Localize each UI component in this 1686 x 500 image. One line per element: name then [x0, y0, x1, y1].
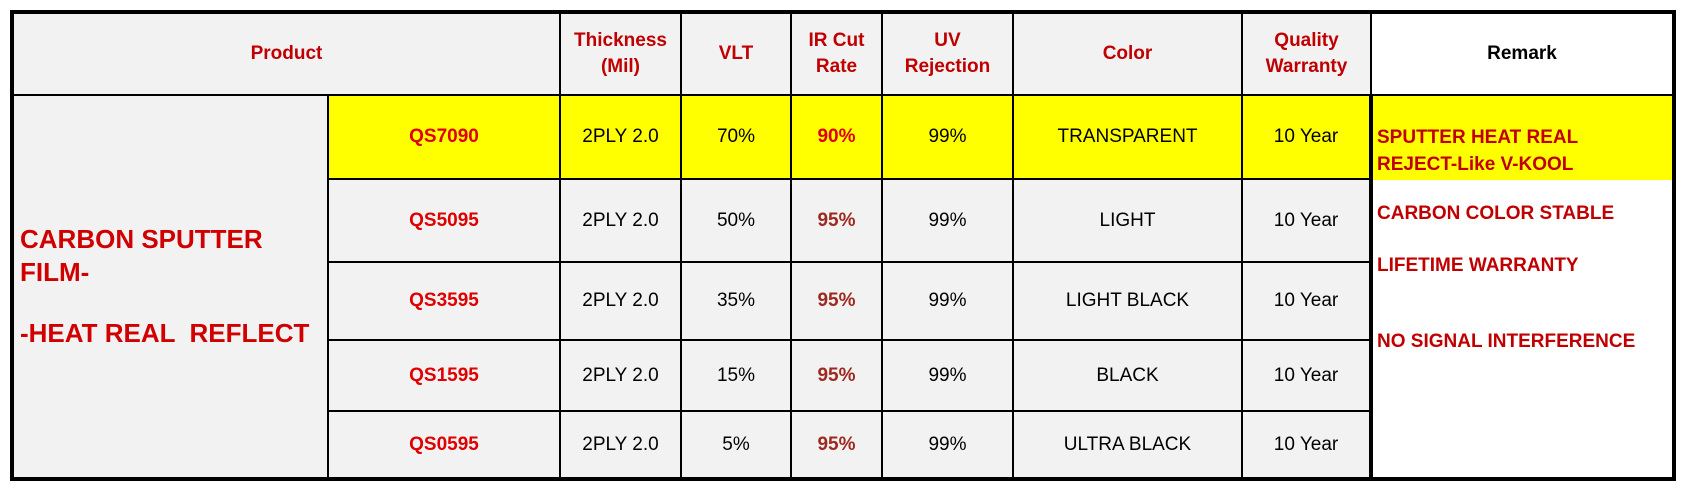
product-code: QS3595: [327, 261, 561, 341]
remark-text: CARBON COLOR STABLE: [1377, 203, 1615, 224]
header-text: (Mil): [600, 56, 641, 77]
group-text: CARBON SPUTTER: [20, 224, 263, 254]
cell: 10 Year: [1241, 339, 1372, 412]
cell: 2PLY 2.0: [559, 410, 682, 480]
header-text: Product: [250, 43, 323, 64]
cell: 10 Year: [1241, 410, 1372, 480]
header-text: UV: [934, 30, 961, 51]
product-row: QS5095 2PLY 2.0 50% 95% 99% LIGHT 10 Year: [12, 178, 1674, 263]
header-text: Remark: [1487, 43, 1557, 64]
header-text: Rate: [815, 56, 858, 77]
cell: 90%: [790, 94, 883, 180]
cell: 95%: [790, 339, 883, 412]
cell: 99%: [881, 178, 1014, 263]
group-label: CARBON SPUTTER FILM- -HEAT REAL REFLECT: [11, 94, 329, 480]
cell: 35%: [680, 261, 792, 341]
remark: SPUTTER HEAT REAL REJECT-Like V-KOOL: [1377, 124, 1578, 178]
cell: 2PLY 2.0: [559, 339, 682, 412]
product-code: QS1595: [327, 339, 561, 412]
cell: 15%: [680, 339, 792, 412]
header-cell: UV Rejection: [881, 11, 1014, 96]
cell: 10 Year: [1241, 178, 1372, 263]
product-code: QS5095: [327, 178, 561, 263]
header-cell: Remark: [1370, 11, 1675, 96]
cell: 70%: [680, 94, 792, 180]
cell: 5%: [680, 410, 792, 480]
cell: 95%: [790, 178, 883, 263]
remark-text: NO SIGNAL INTERFERENCE: [1377, 331, 1636, 352]
header-cell: VLT: [680, 11, 792, 96]
table: Product Thickness (Mil) VLT IR Cut Rate UV Reje…: [10, 10, 1676, 481]
cell: LIGHT: [1012, 178, 1243, 263]
cell: 95%: [790, 261, 883, 341]
product-row: QS3595 2PLY 2.0 35% 95% 99% LIGHT BLACK 10 Yea…: [12, 261, 1674, 341]
header-cell: Thickness (Mil): [559, 11, 682, 96]
group-text: FILM-: [20, 257, 90, 287]
header-text: Quality: [1274, 30, 1339, 51]
remark-text: LIFETIME WARRANTY: [1377, 255, 1579, 276]
header-text: IR Cut: [808, 30, 865, 51]
product-row: QS1595 2PLY 2.0 15% 95% 99% BLACK 10 Year: [12, 339, 1674, 412]
product-code: QS0595: [327, 410, 561, 480]
remark: CARBON COLOR STABLE: [1377, 200, 1614, 227]
header-cell: IR Cut Rate: [790, 11, 883, 96]
header-row: Product Thickness (Mil) VLT IR Cut Rate UV Reje…: [11, 11, 1675, 96]
header-text: Thickness: [574, 30, 667, 51]
header-cell: Quality Warranty: [1241, 11, 1372, 96]
remark-text: REJECT-Like V-KOOL: [1377, 154, 1574, 175]
cell: 2PLY 2.0: [559, 178, 682, 263]
group-text: -HEAT REAL REFLECT: [20, 318, 310, 348]
cell: 10 Year: [1241, 94, 1372, 180]
header-cell: Product: [11, 11, 561, 96]
cell: ULTRA BLACK: [1012, 410, 1243, 480]
remark: LIFETIME WARRANTY: [1377, 252, 1579, 279]
cell: 99%: [881, 261, 1014, 341]
cell: 2PLY 2.0: [559, 261, 682, 341]
remark-text: SPUTTER HEAT REAL: [1377, 127, 1579, 148]
product-code: QS7090: [327, 94, 561, 180]
product-row: QS0595 2PLY 2.0 5% 95% 99% ULTRA BLACK 10 Year: [12, 410, 1674, 480]
remark-cell: SPUTTER HEAT REAL REJECT-Like V-KOOL CARBO…: [1369, 94, 1675, 480]
cell: 99%: [881, 94, 1014, 180]
product-row: CARBON SPUTTER FILM- -HEAT REAL REFLECT QS7…: [11, 94, 1675, 480]
header-text: VLT: [718, 43, 754, 64]
cell: 50%: [680, 178, 792, 263]
cell: 2PLY 2.0: [559, 94, 682, 180]
spec-table: Product Thickness (Mil) VLT IR Cut Rate UV Reje…: [10, 10, 1676, 481]
cell: 10 Year: [1241, 261, 1372, 341]
cell: TRANSPARENT: [1012, 94, 1243, 180]
cell: 99%: [881, 339, 1014, 412]
cell: 95%: [790, 410, 883, 480]
header-text: Rejection: [904, 56, 991, 77]
header-text: Warranty: [1265, 56, 1348, 77]
cell: LIGHT BLACK: [1012, 261, 1243, 341]
remark-highlight: [1373, 96, 1672, 180]
cell: 99%: [881, 410, 1014, 480]
header-text: Color: [1102, 43, 1153, 64]
remark: NO SIGNAL INTERFERENCE: [1377, 328, 1635, 355]
header-cell: Color: [1012, 11, 1243, 96]
cell: BLACK: [1012, 339, 1243, 412]
